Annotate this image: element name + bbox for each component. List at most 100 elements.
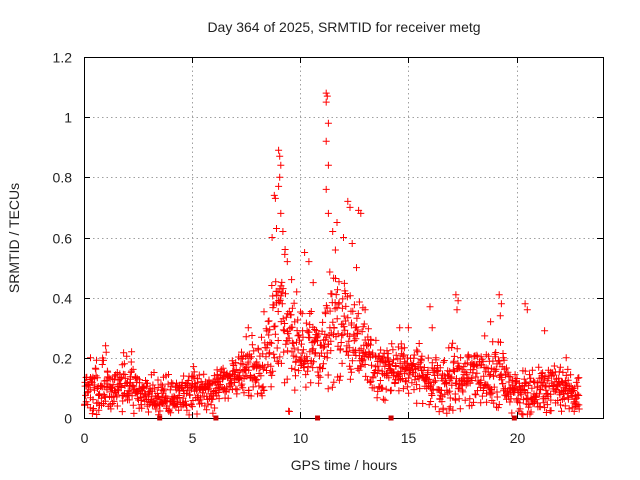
- data-point: [575, 405, 583, 413]
- data-point: [497, 300, 505, 308]
- data-point: [479, 358, 487, 366]
- data-point: [413, 399, 421, 407]
- data-point: [253, 376, 261, 384]
- data-point: [249, 383, 257, 391]
- data-point: [415, 372, 423, 380]
- data-point: [291, 386, 299, 394]
- data-point: [454, 297, 462, 305]
- data-point: [287, 311, 295, 319]
- data-point: [417, 357, 425, 365]
- data-point: [357, 209, 365, 217]
- data-point: [121, 374, 129, 382]
- data-point: [337, 339, 345, 346]
- data-point: [129, 365, 137, 373]
- data-point: [481, 332, 489, 340]
- data-point: [357, 362, 365, 370]
- data-point: [245, 366, 253, 374]
- data-point: [346, 362, 354, 370]
- data-point: [448, 373, 456, 381]
- data-point: [556, 391, 564, 399]
- data-point: [193, 386, 201, 394]
- data-point: [284, 347, 292, 355]
- data-point: [570, 407, 578, 415]
- data-point: [268, 339, 276, 347]
- data-point: [514, 395, 522, 403]
- data-point: [559, 368, 567, 376]
- data-point: [535, 363, 543, 371]
- data-point: [565, 405, 573, 413]
- y-axis-label: SRMTID / TECUs: [6, 183, 22, 293]
- data-point: [157, 380, 165, 388]
- data-point: [92, 365, 100, 373]
- data-point: [561, 402, 569, 410]
- data-point: [190, 363, 198, 371]
- data-point: [221, 388, 229, 396]
- data-point: [274, 337, 282, 344]
- data-point: [335, 278, 343, 286]
- data-point: [204, 400, 212, 408]
- data-point: [152, 402, 160, 410]
- data-point: [263, 344, 271, 352]
- data-point: [495, 401, 503, 408]
- data-point: [201, 384, 209, 391]
- points-layer: [81, 89, 583, 419]
- data-point: [277, 161, 285, 169]
- data-point: [165, 371, 172, 378]
- data-point: [266, 349, 274, 357]
- data-point: [285, 408, 293, 415]
- baseline-marker: [388, 415, 394, 421]
- data-point: [288, 364, 296, 372]
- data-point: [477, 353, 485, 361]
- data-point: [244, 358, 252, 366]
- data-point: [269, 367, 277, 375]
- data-point: [539, 369, 547, 377]
- data-point: [113, 391, 121, 399]
- data-point: [184, 377, 192, 384]
- data-point: [183, 406, 191, 414]
- data-point: [440, 357, 448, 364]
- data-point: [277, 359, 285, 367]
- data-point: [428, 390, 435, 398]
- data-point: [374, 387, 382, 395]
- data-point: [279, 285, 287, 293]
- data-point: [329, 318, 337, 326]
- data-point: [405, 389, 413, 397]
- data-point: [389, 346, 397, 354]
- data-point: [346, 375, 354, 383]
- data-point: [345, 337, 353, 345]
- data-point: [293, 288, 301, 296]
- data-point: [276, 173, 284, 181]
- data-point: [430, 378, 438, 386]
- data-point: [454, 359, 462, 367]
- data-point: [511, 371, 519, 379]
- data-point: [228, 357, 236, 365]
- data-point: [397, 368, 405, 376]
- data-point: [537, 386, 545, 394]
- data-point: [269, 292, 277, 300]
- data-point: [155, 392, 163, 400]
- data-point: [336, 372, 344, 380]
- data-point: [321, 342, 328, 350]
- data-point: [219, 364, 227, 372]
- data-point: [455, 395, 463, 403]
- data-point: [322, 89, 330, 97]
- data-point: [254, 390, 261, 398]
- data-point: [329, 228, 337, 235]
- x-tick-label: 20: [510, 430, 526, 446]
- data-point: [443, 409, 451, 417]
- data-point: [165, 405, 173, 413]
- data-point: [175, 392, 183, 399]
- data-point: [232, 385, 240, 393]
- baseline-marker: [157, 415, 163, 421]
- data-point: [309, 364, 317, 372]
- data-point: [248, 341, 256, 349]
- data-point: [381, 396, 389, 404]
- data-point: [415, 340, 423, 347]
- data-point: [358, 357, 366, 365]
- data-point: [404, 374, 412, 382]
- grid-layer: [84, 57, 603, 418]
- data-point: [304, 363, 312, 371]
- data-point: [302, 357, 310, 365]
- data-point: [541, 327, 549, 335]
- data-point: [328, 383, 336, 391]
